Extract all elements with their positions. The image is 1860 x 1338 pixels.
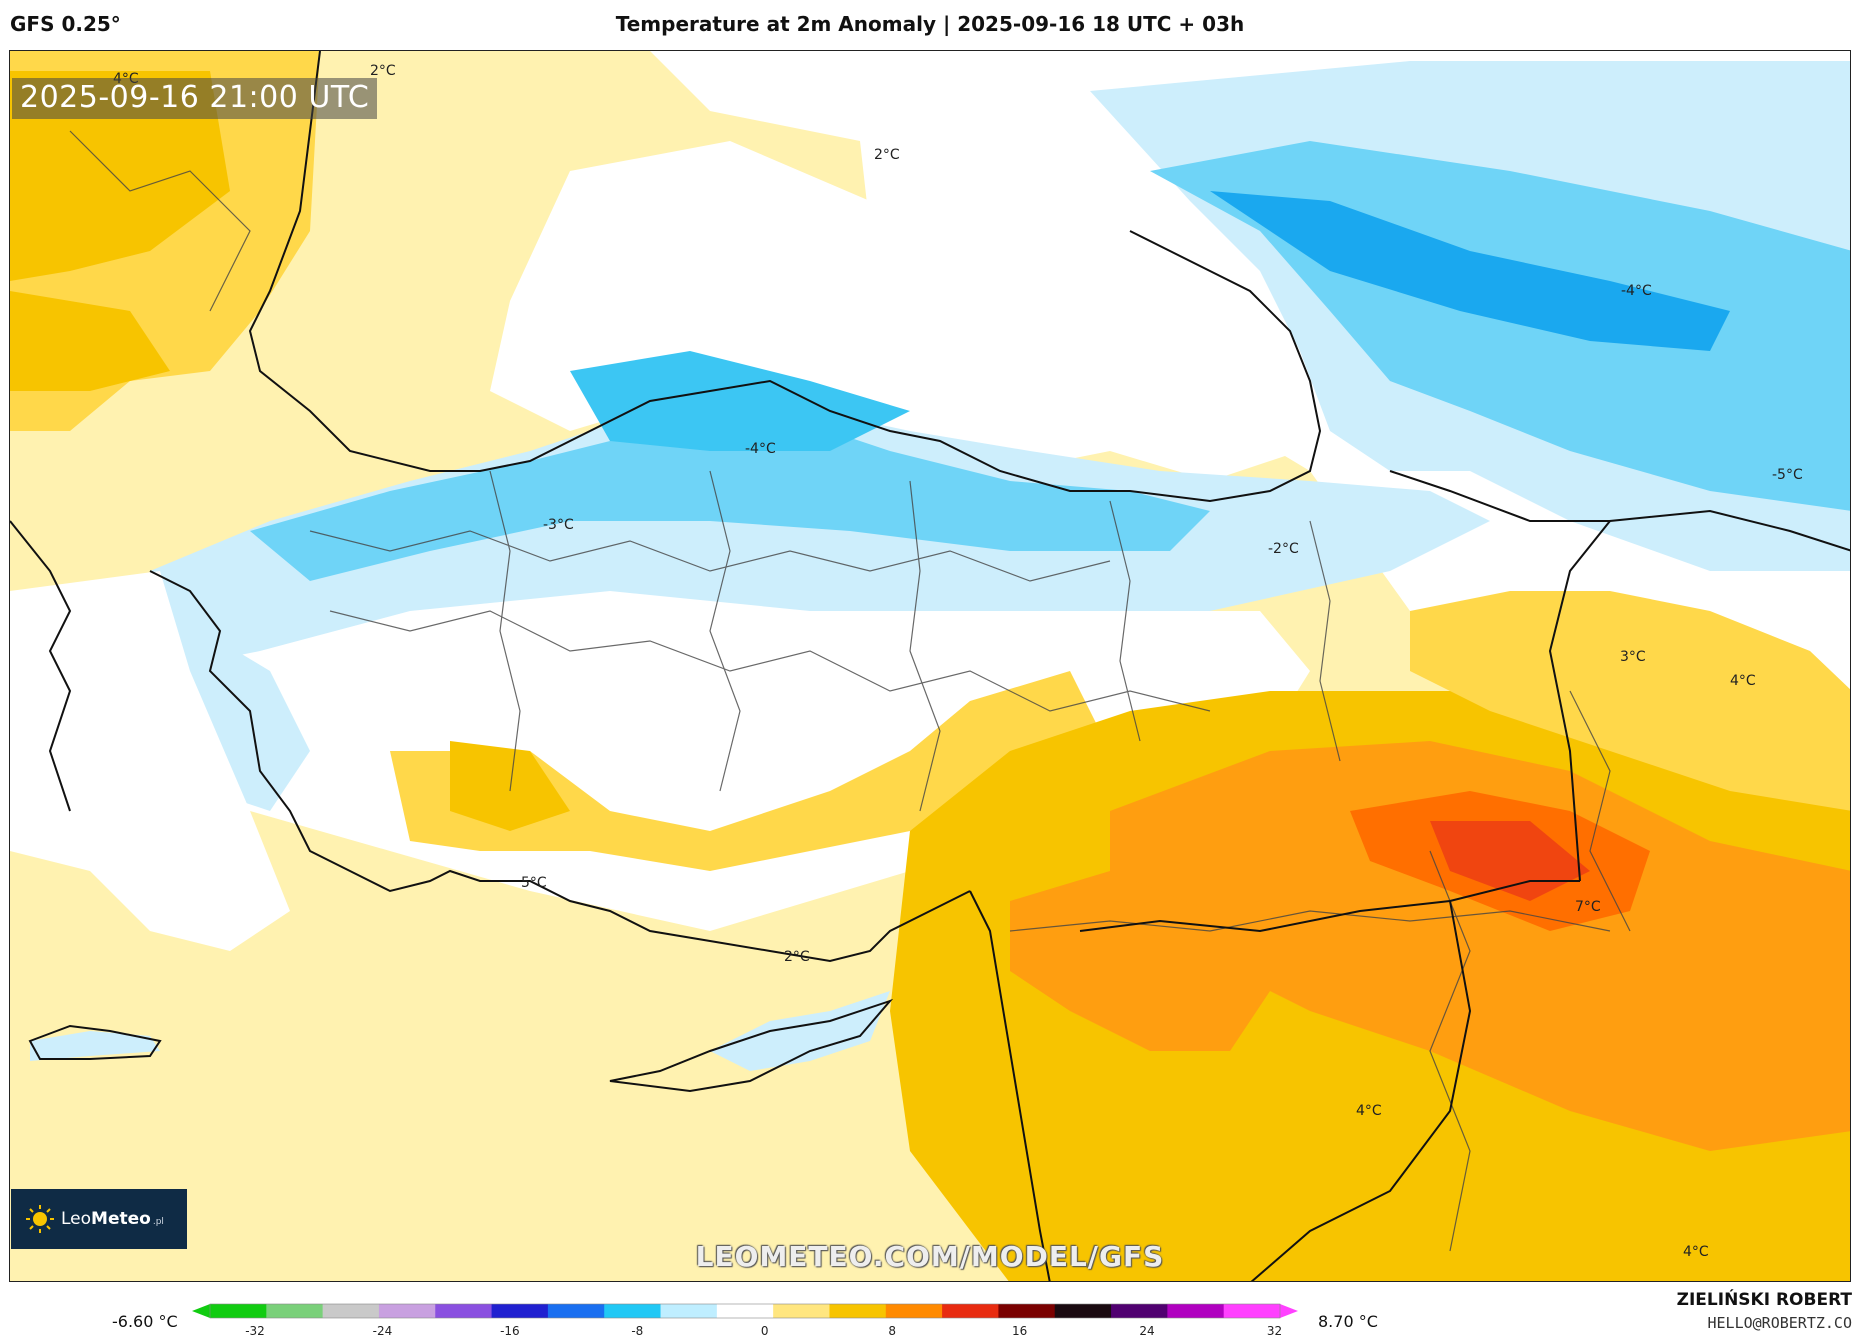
anomaly-map: 4°C 2°C 2°C -4°C -4°C -3°C -2°C -5°C 3°C… <box>10 51 1850 1281</box>
leometeo-logo: LeoMeteo .pl <box>11 1189 187 1249</box>
contour-label: 3°C <box>1620 649 1646 665</box>
contour-label: 2°C <box>784 949 810 965</box>
sun-icon <box>26 1205 54 1233</box>
colorbar-segment <box>716 1304 774 1318</box>
colorbar-arrow-left <box>192 1304 210 1318</box>
colorbar-segment <box>942 1304 999 1318</box>
contour-label: 5°C <box>521 875 547 891</box>
colorbar-segment <box>1111 1304 1168 1318</box>
admin-borders <box>69 130 1631 1252</box>
colorbar-tick-label: 0 <box>761 1324 769 1338</box>
colorbar-segment <box>547 1304 605 1318</box>
colorbar-segment <box>266 1304 324 1318</box>
author-credit: ZIELIŃSKI ROBERT <box>1676 1290 1852 1310</box>
colorbar-segment <box>885 1304 943 1318</box>
colorbar-ticks: -32 -24 -16 -8 0 8 16 24 32 <box>245 1324 1282 1338</box>
colorbar-tick-label: 24 <box>1139 1324 1154 1338</box>
colorbar-segment <box>210 1304 267 1318</box>
colorbar-segment <box>322 1304 380 1318</box>
contour-label: -3°C <box>543 517 574 533</box>
colorbar-segment <box>378 1304 436 1318</box>
colorbar-gradient <box>192 1303 1298 1319</box>
contour-label: 4°C <box>1356 1103 1382 1119</box>
colorbar-segment <box>1167 1304 1225 1318</box>
colorbar-segment <box>604 1304 662 1318</box>
model-name: GFS 0.25° <box>10 12 121 36</box>
contour-label: 4°C <box>1730 673 1756 689</box>
contour-label: 4°C <box>1683 1244 1709 1260</box>
contour-label: -2°C <box>1268 541 1299 557</box>
contour-labels: 4°C 2°C 2°C -4°C -4°C -3°C -2°C -5°C 3°C… <box>113 63 1803 1260</box>
colorbar-outline <box>209 1303 1281 1319</box>
colorbar-tick-label: -32 <box>245 1324 265 1338</box>
colorbar-segment <box>829 1304 887 1318</box>
colorbar-tick-label: 16 <box>1012 1324 1027 1338</box>
colorbar-tick-label: -8 <box>631 1324 643 1338</box>
country-borders <box>1079 470 1850 1281</box>
coastlines <box>10 51 1322 1281</box>
valid-time-badge: 2025-09-16 21:00 UTC <box>12 78 378 119</box>
colorbar-segment <box>491 1304 549 1318</box>
map-panel: 4°C 2°C 2°C -4°C -4°C -3°C -2°C -5°C 3°C… <box>9 50 1851 1282</box>
chart-title: Temperature at 2m Anomaly | 2025-09-16 1… <box>615 12 1245 36</box>
colorbar-tick-label: -24 <box>373 1324 393 1338</box>
colorbar-segment <box>1223 1304 1281 1318</box>
colorbar-segment <box>435 1304 493 1318</box>
colorbar-segment <box>998 1304 1056 1318</box>
colorbar-segment <box>660 1304 718 1318</box>
legend-max-value: 8.70 °C <box>1318 1312 1378 1331</box>
colorbar-segment <box>773 1304 830 1318</box>
contour-label: -4°C <box>1621 283 1652 299</box>
author-email: HELLO@ROBERTZ.CO <box>1707 1314 1853 1332</box>
site-watermark: LEOMETEO.COM/MODEL/GFS <box>695 1240 1165 1273</box>
legend-min-value: -6.60 °C <box>112 1312 178 1331</box>
logo-wordmark: LeoMeteo .pl <box>61 1209 164 1229</box>
contour-label: 2°C <box>874 147 900 163</box>
colorbar-tick-label: 32 <box>1267 1324 1282 1338</box>
contour-label: -5°C <box>1772 467 1803 483</box>
contour-label: 7°C <box>1575 899 1601 915</box>
contour-label: 2°C <box>370 63 396 79</box>
colorbar-tick-label: -16 <box>500 1324 520 1338</box>
anomaly-fill-layer <box>10 51 1850 1281</box>
colorbar-segment <box>1054 1304 1112 1318</box>
colorbar-arrow-right <box>1280 1304 1298 1318</box>
colorbar-tick-label: 8 <box>888 1324 896 1338</box>
contour-label: -4°C <box>745 441 776 457</box>
